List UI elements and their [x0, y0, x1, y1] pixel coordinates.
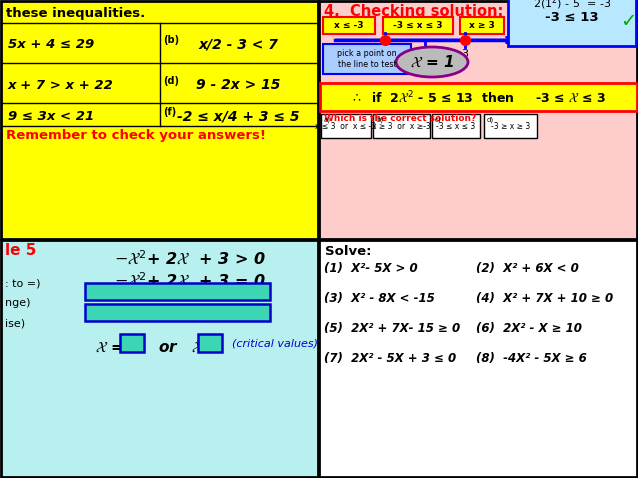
Text: $2\mathcal{X}^2$- 5 ≤ 13: $2\mathcal{X}^2$- 5 ≤ 13 — [531, 12, 635, 32]
Text: (3)  Χ² - 8Χ < -15: (3) Χ² - 8Χ < -15 — [324, 292, 434, 305]
Bar — [85, 283, 270, 300]
Text: x ≥ 3: x ≥ 3 — [469, 21, 495, 30]
Text: x ≥ 3  or  x ≥-3: x ≥ 3 or x ≥-3 — [372, 121, 431, 130]
Text: 9 ≤ 3x < 21: 9 ≤ 3x < 21 — [8, 109, 94, 122]
Bar — [323, 44, 411, 74]
Text: ise): ise) — [5, 318, 25, 328]
Bar — [320, 83, 637, 111]
Text: ✓: ✓ — [619, 12, 636, 31]
Text: Solve:: Solve: — [325, 245, 371, 258]
Text: nge): nge) — [5, 298, 31, 308]
Text: : to =): : to =) — [5, 278, 40, 288]
Text: Which is the correct solution?: Which is the correct solution? — [324, 114, 476, 123]
Text: (d): (d) — [163, 76, 179, 86]
Text: 3: 3 — [461, 49, 468, 59]
Text: 4.  Checking solution:: 4. Checking solution: — [324, 4, 503, 19]
Text: $\therefore$  if  2$\mathcal{X}^2$ - 5 ≤ 13  then     -3 ≤ $\mathcal{X}$ ≤ 3: $\therefore$ if 2$\mathcal{X}^2$ - 5 ≤ 1… — [350, 89, 606, 105]
Text: -2 ≤ x/4 + 3 ≤ 5: -2 ≤ x/4 + 3 ≤ 5 — [177, 109, 299, 123]
Text: $\mathcal{X}$ = 1: $\mathcal{X}$ = 1 — [410, 54, 454, 70]
Bar — [120, 334, 144, 352]
Text: or   $\mathcal{X}$ =: or $\mathcal{X}$ = — [158, 340, 221, 355]
Text: (f): (f) — [163, 107, 176, 117]
Text: (critical values): (critical values) — [232, 339, 318, 349]
Text: b): b) — [376, 116, 383, 122]
Text: a): a) — [324, 116, 331, 122]
Text: x + 7 > x + 22: x + 7 > x + 22 — [8, 78, 114, 91]
Text: 5x + 4 ≤ 29: 5x + 4 ≤ 29 — [8, 37, 94, 51]
Text: $-\mathcal{X}^2$+ 2$\mathcal{X}$  + 3 > 0: $-\mathcal{X}^2$+ 2$\mathcal{X}$ + 3 > 0 — [114, 250, 266, 268]
Bar — [319, 1, 637, 239]
Text: these inequalities.: these inequalities. — [6, 7, 145, 20]
Text: d): d) — [487, 116, 494, 122]
Text: (6)  2Χ² - Χ ≥ 10: (6) 2Χ² - Χ ≥ 10 — [476, 322, 582, 335]
Text: pick a point on
the line to test: pick a point on the line to test — [338, 49, 397, 69]
Text: -3 ≥ x ≥ 3: -3 ≥ x ≥ 3 — [491, 121, 530, 130]
Bar — [508, 0, 636, 46]
Bar — [198, 334, 222, 352]
Text: 2(1$^2$) - 5  = -3: 2(1$^2$) - 5 = -3 — [533, 0, 611, 11]
Text: (8)  -4Χ² - 5Χ ≥ 6: (8) -4Χ² - 5Χ ≥ 6 — [476, 352, 587, 365]
Text: (1)  Χ²- 5Χ > 0: (1) Χ²- 5Χ > 0 — [324, 262, 418, 275]
Text: c): c) — [435, 116, 441, 122]
Bar — [373, 114, 430, 138]
Bar — [85, 304, 270, 321]
Bar — [484, 114, 537, 138]
Text: le 5: le 5 — [5, 243, 36, 258]
Text: (b): (b) — [163, 35, 179, 45]
Text: (4)  Χ² + 7Χ + 10 ≥ 0: (4) Χ² + 7Χ + 10 ≥ 0 — [476, 292, 613, 305]
Text: $-\mathcal{X}^2$+ 2$\mathcal{X}$  + 3 = 0: $-\mathcal{X}^2$+ 2$\mathcal{X}$ + 3 = 0 — [114, 272, 266, 290]
Text: (5)  2Χ² + 7Χ- 15 ≥ 0: (5) 2Χ² + 7Χ- 15 ≥ 0 — [324, 322, 460, 335]
Text: -3: -3 — [380, 49, 390, 59]
Ellipse shape — [396, 47, 468, 77]
Text: x ≤ -3: x ≤ -3 — [334, 21, 364, 30]
Bar — [1, 1, 318, 239]
Bar — [321, 114, 371, 138]
Bar — [1, 240, 318, 477]
Text: -3 ≤ 13: -3 ≤ 13 — [545, 11, 599, 24]
Bar — [460, 17, 504, 34]
Text: -3 ≤ x ≤ 3: -3 ≤ x ≤ 3 — [436, 121, 475, 130]
Text: $\mathcal{X}$ =: $\mathcal{X}$ = — [95, 340, 124, 355]
Text: -3 ≤ x ≤ 3: -3 ≤ x ≤ 3 — [393, 21, 443, 30]
Text: 9 - 2x > 15: 9 - 2x > 15 — [196, 78, 280, 92]
Bar — [432, 114, 480, 138]
Text: x ≤ 3  or  x ≤ -3: x ≤ 3 or x ≤ -3 — [315, 121, 376, 130]
Text: Remember to check your answers!: Remember to check your answers! — [6, 129, 266, 142]
Bar — [319, 240, 637, 477]
Bar — [383, 17, 453, 34]
Text: (7)  2Χ² - 5Χ + 3 ≤ 0: (7) 2Χ² - 5Χ + 3 ≤ 0 — [324, 352, 456, 365]
Text: (2)  Χ² + 6Χ < 0: (2) Χ² + 6Χ < 0 — [476, 262, 579, 275]
Bar — [323, 17, 375, 34]
Text: x/2 - 3 < 7: x/2 - 3 < 7 — [198, 37, 278, 51]
